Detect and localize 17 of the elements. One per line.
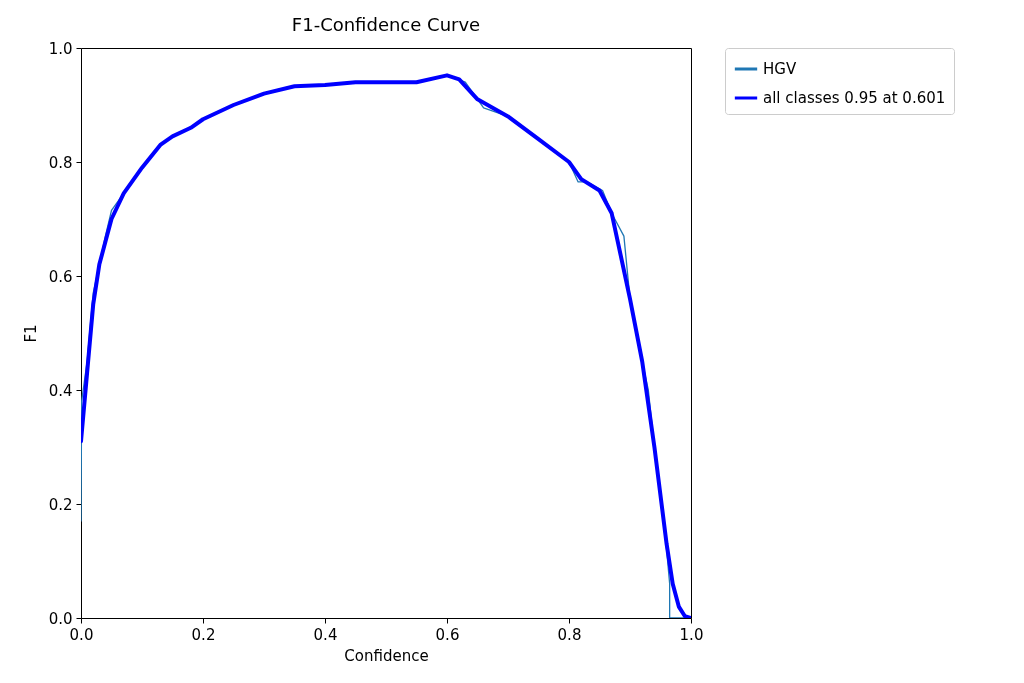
y-tick-label: 0.0 [48,609,73,628]
x-tick-label: 0.6 [435,625,460,644]
y-tick-label: 0.2 [48,495,73,514]
y-tick-label: 0.8 [48,153,73,172]
y-axis-title: F1 [21,324,40,343]
y-tick-label: 1.0 [48,39,73,58]
x-tick-label: 0.2 [191,625,216,644]
legend-label: all classes 0.95 at 0.601 [763,89,946,107]
y-tick-label: 0.6 [48,267,73,286]
y-tick-label: 0.4 [48,381,73,400]
x-tick-label: 1.0 [679,625,704,644]
chart-title: F1-Confidence Curve [291,14,481,35]
x-tick-label: 0.0 [69,625,94,644]
x-tick-label: 0.8 [557,625,582,644]
x-axis-title: Confidence [344,646,429,665]
legend-label: HGV [763,60,797,78]
x-tick-label: 0.4 [313,625,338,644]
